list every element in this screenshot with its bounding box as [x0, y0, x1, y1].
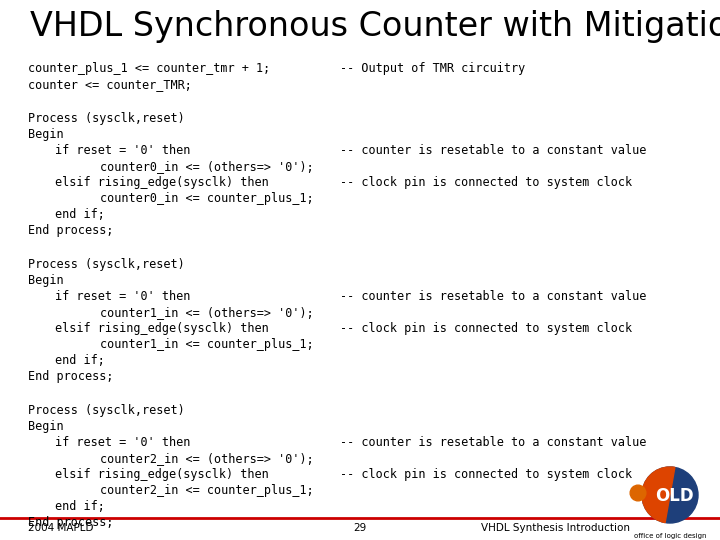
Text: counter2_in <= counter_plus_1;: counter2_in <= counter_plus_1;	[100, 484, 314, 497]
Text: Begin: Begin	[28, 274, 63, 287]
Text: VHDL Synthesis Introduction: VHDL Synthesis Introduction	[481, 523, 630, 533]
Text: counter2_in <= (others=> '0');: counter2_in <= (others=> '0');	[100, 452, 314, 465]
Circle shape	[642, 467, 698, 523]
Text: -- clock pin is connected to system clock: -- clock pin is connected to system cloc…	[340, 468, 632, 481]
Text: if reset = '0' then: if reset = '0' then	[55, 144, 190, 157]
Text: counter1_in <= counter_plus_1;: counter1_in <= counter_plus_1;	[100, 338, 314, 351]
Text: Process (sysclk,reset): Process (sysclk,reset)	[28, 404, 185, 417]
Text: -- Output of TMR circuitry: -- Output of TMR circuitry	[340, 62, 526, 75]
Text: elsif rising_edge(sysclk) then: elsif rising_edge(sysclk) then	[55, 468, 269, 481]
Text: End process;: End process;	[28, 516, 114, 529]
Text: End process;: End process;	[28, 224, 114, 237]
Text: Begin: Begin	[28, 128, 63, 141]
Text: 2004 MAPLD: 2004 MAPLD	[28, 523, 94, 533]
Text: office of logic design: office of logic design	[634, 533, 706, 539]
Text: Process (sysclk,reset): Process (sysclk,reset)	[28, 112, 185, 125]
Text: counter0_in <= (others=> '0');: counter0_in <= (others=> '0');	[100, 160, 314, 173]
Text: 29: 29	[354, 523, 366, 533]
Text: if reset = '0' then: if reset = '0' then	[55, 436, 190, 449]
Text: if reset = '0' then: if reset = '0' then	[55, 290, 190, 303]
Text: -- counter is resetable to a constant value: -- counter is resetable to a constant va…	[340, 144, 647, 157]
Text: end if;: end if;	[55, 500, 105, 513]
Text: elsif rising_edge(sysclk) then: elsif rising_edge(sysclk) then	[55, 176, 269, 189]
Text: -- clock pin is connected to system clock: -- clock pin is connected to system cloc…	[340, 176, 632, 189]
Wedge shape	[642, 467, 675, 523]
Text: Process (sysclk,reset): Process (sysclk,reset)	[28, 258, 185, 271]
Text: end if;: end if;	[55, 354, 105, 367]
Text: VHDL Synchronous Counter with Mitigation: VHDL Synchronous Counter with Mitigation	[30, 10, 720, 43]
Text: End process;: End process;	[28, 370, 114, 383]
Text: -- clock pin is connected to system clock: -- clock pin is connected to system cloc…	[340, 322, 632, 335]
Text: counter <= counter_TMR;: counter <= counter_TMR;	[28, 78, 192, 91]
Text: Begin: Begin	[28, 420, 63, 433]
Circle shape	[630, 485, 646, 501]
Text: -- counter is resetable to a constant value: -- counter is resetable to a constant va…	[340, 436, 647, 449]
Text: end if;: end if;	[55, 208, 105, 221]
Text: elsif rising_edge(sysclk) then: elsif rising_edge(sysclk) then	[55, 322, 269, 335]
Text: counter0_in <= counter_plus_1;: counter0_in <= counter_plus_1;	[100, 192, 314, 205]
Text: counter1_in <= (others=> '0');: counter1_in <= (others=> '0');	[100, 306, 314, 319]
Text: OLD: OLD	[654, 487, 693, 505]
Text: counter_plus_1 <= counter_tmr + 1;: counter_plus_1 <= counter_tmr + 1;	[28, 62, 270, 75]
Text: -- counter is resetable to a constant value: -- counter is resetable to a constant va…	[340, 290, 647, 303]
